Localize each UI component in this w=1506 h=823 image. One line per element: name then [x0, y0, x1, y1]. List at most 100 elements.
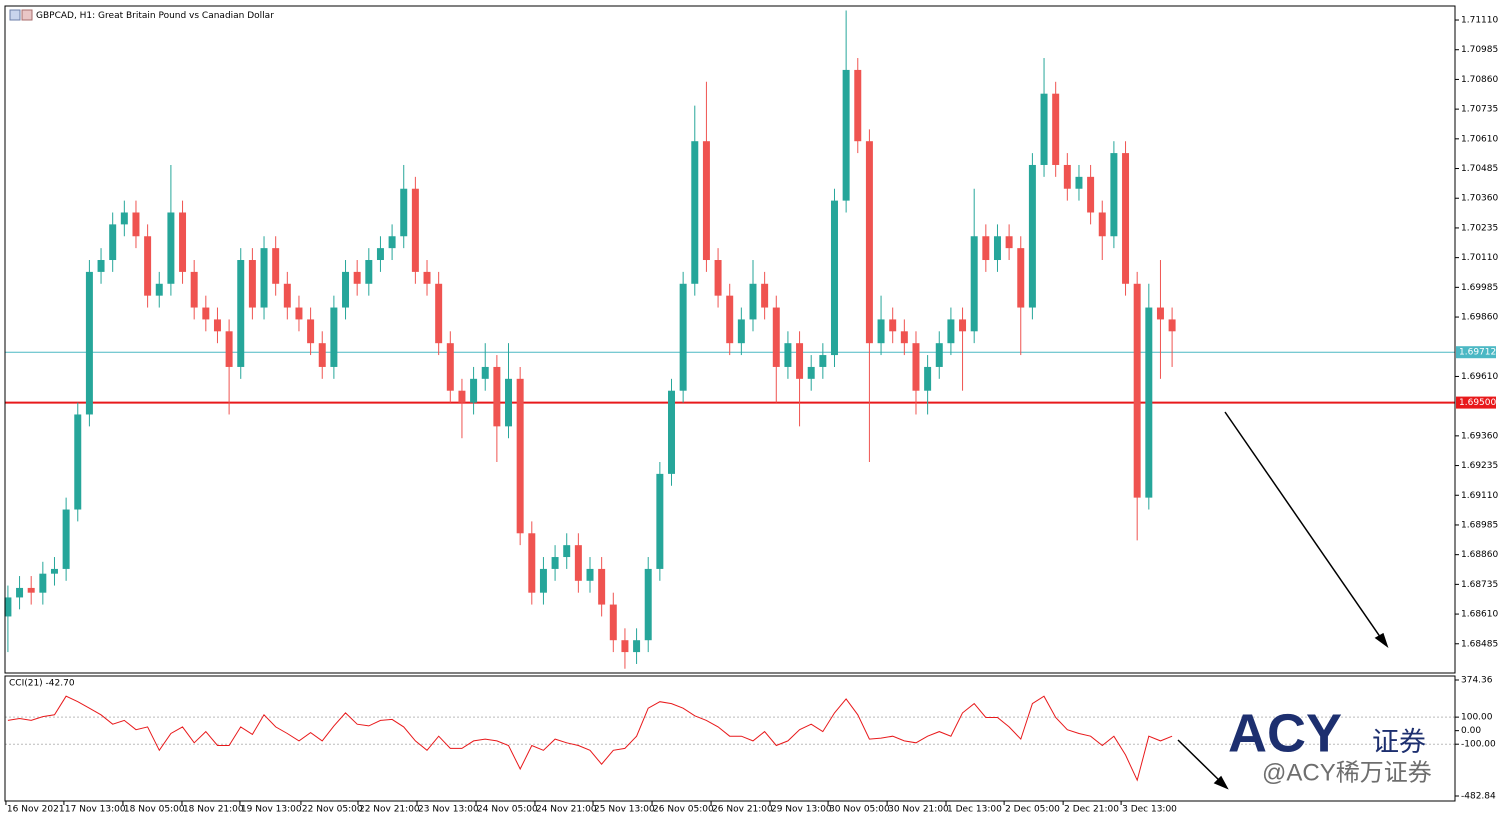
candle-body — [1145, 307, 1153, 498]
candle-body — [737, 319, 745, 344]
candle-body — [179, 212, 187, 272]
candle-body — [260, 248, 268, 308]
chart-title: GBPCAD, H1: Great Britain Pound vs Canad… — [36, 11, 274, 21]
candle-body — [516, 378, 524, 534]
y-tick-label: 1.68485 — [1461, 639, 1498, 649]
indicator-pane — [4, 675, 1456, 802]
candle-body — [679, 283, 687, 391]
candle-body — [272, 248, 280, 284]
indicator-line — [7, 695, 1173, 782]
candle-body — [1156, 307, 1164, 320]
candle-body — [16, 587, 24, 598]
candle-body — [912, 343, 920, 391]
candle-body — [1040, 93, 1048, 165]
y-tick-label: 1.70610 — [1461, 134, 1498, 144]
candle-body — [493, 366, 501, 427]
watermark: ACY 证券 @ACY稀万证券 — [1228, 703, 1432, 786]
x-tick-label: 23 Nov 13:00 — [418, 805, 479, 815]
candle-body — [27, 587, 35, 593]
candle-body — [330, 307, 338, 367]
arrows — [1177, 411, 1389, 790]
candle-body — [772, 307, 780, 367]
y-tick-label: 1.68735 — [1461, 580, 1498, 590]
x-tick-label: 19 Nov 13:00 — [241, 805, 302, 815]
arrow-head — [1374, 632, 1389, 648]
candle-body — [97, 260, 105, 272]
candle-body — [353, 271, 361, 284]
candle-body — [807, 366, 815, 379]
candle-body — [50, 568, 58, 574]
candle-body — [970, 236, 978, 332]
candle-body — [900, 331, 908, 344]
candle-body — [295, 307, 303, 320]
x-tick-label: 22 Nov 21:00 — [359, 805, 420, 815]
candle-body — [854, 69, 862, 142]
candle-body — [202, 307, 210, 320]
candle-body — [586, 568, 594, 581]
y-tick-label: 1.69235 — [1461, 461, 1498, 471]
candle-body — [726, 295, 734, 344]
candle-body — [1017, 248, 1025, 308]
x-tick-label: 24 Nov 21:00 — [536, 805, 597, 815]
candle-body — [947, 319, 955, 344]
candle-body — [1110, 153, 1118, 237]
y-tick-label: 1.70235 — [1461, 223, 1498, 233]
candle-body — [132, 212, 140, 237]
candle-body — [283, 283, 291, 308]
candle-body — [644, 568, 652, 641]
candle-body — [1122, 153, 1130, 284]
chart-icon — [9, 9, 21, 21]
x-tick-label: 18 Nov 05:00 — [124, 805, 185, 815]
indicator-tick-label: -100.00 — [1461, 740, 1496, 750]
candle-body — [1168, 319, 1176, 332]
arrow-head — [1213, 775, 1229, 790]
candle-body — [842, 69, 850, 201]
trend-arrow — [1224, 411, 1384, 642]
candle-body — [376, 248, 384, 261]
candle-body — [213, 319, 221, 332]
candle-body — [342, 271, 350, 308]
y-tick-label: 1.70860 — [1461, 75, 1498, 85]
price-label: 1.69712 — [1459, 348, 1496, 358]
candle-body — [446, 343, 454, 391]
candle-body — [167, 212, 175, 284]
watermark-handle: @ACY稀万证券 — [1262, 759, 1432, 786]
candle-body — [959, 319, 967, 332]
candle-body — [924, 366, 932, 391]
candle-body — [365, 260, 373, 284]
candle-body — [423, 271, 431, 284]
x-tick-label: 1 Dec 13:00 — [947, 805, 1002, 815]
candle-body — [563, 545, 571, 558]
candle-body — [784, 343, 792, 367]
candle-body — [993, 236, 1001, 261]
y-tick-label: 1.68860 — [1461, 550, 1498, 560]
y-tick-label: 1.69985 — [1461, 283, 1498, 293]
candle-body — [1098, 212, 1106, 237]
x-tick-label: 29 Nov 13:00 — [771, 805, 832, 815]
watermark-logo: ACY — [1228, 703, 1342, 763]
candle-body — [248, 260, 256, 308]
candle-body — [1087, 176, 1095, 213]
candle-body — [74, 414, 82, 510]
y-tick-label: 1.68985 — [1461, 520, 1498, 530]
candle-body — [1063, 164, 1071, 189]
indicator-tick-label: 374.36 — [1461, 676, 1493, 686]
y-tick-label: 1.69610 — [1461, 372, 1498, 382]
x-tick-label: 2 Dec 05:00 — [1005, 805, 1060, 815]
price-pane — [4, 5, 1456, 674]
candle-body — [691, 141, 699, 284]
trend-arrow — [1177, 739, 1224, 785]
candle-body — [539, 568, 547, 593]
x-tick-label: 2 Dec 21:00 — [1064, 805, 1119, 815]
candle-body — [85, 271, 93, 415]
candle-body — [481, 366, 489, 379]
candle-body — [668, 390, 675, 474]
y-tick-label: 1.70985 — [1461, 45, 1498, 55]
candle-body — [714, 260, 722, 296]
grid-layer — [5, 19, 1459, 805]
price-label: 1.69500 — [1459, 398, 1496, 408]
candle-body — [400, 188, 408, 237]
x-tick-label: 24 Nov 05:00 — [477, 805, 538, 815]
candle-body — [598, 568, 606, 605]
